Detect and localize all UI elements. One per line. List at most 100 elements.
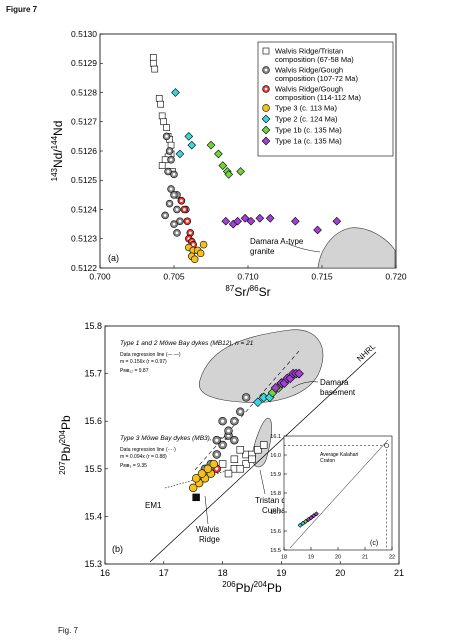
legend-entry-label: Type 2 (c. 124 Ma) (275, 115, 338, 124)
figure-caption: Fig. 7 (58, 626, 79, 635)
panel-b-point (188, 483, 198, 493)
damara-basement-leader (291, 381, 319, 389)
panel-a-ytick-label: 0.5127 (71, 117, 97, 127)
legend-box (257, 41, 394, 157)
panel-a-point (151, 65, 159, 73)
panel-b-point (192, 493, 200, 502)
panel-b-ytick-label: 15.7 (84, 369, 102, 379)
panel-c-xtick-label: 20 (335, 555, 341, 561)
legend-entry-label: Walvis Ridge/Tristan (275, 47, 343, 56)
panel-c-point (303, 518, 309, 525)
panel-c-frame (283, 435, 393, 551)
panel-a-point (160, 118, 167, 126)
panel-a-point (196, 249, 205, 258)
figure-label: Figure 7 (6, 5, 38, 14)
panel-c-ytick-label: 15.8 (270, 491, 281, 497)
panel-a-ytick-label: 0.5123 (71, 234, 97, 244)
panel-a-point (332, 216, 342, 226)
panel-a-ticks: 0.700 0.705 0.710 0.715 0.720 0.5122 0.5123 0.5… (71, 29, 407, 282)
panel-c-point (305, 517, 311, 523)
panel-c-points (284, 443, 389, 550)
nhrl-line (149, 351, 377, 563)
legend-marker-inner (264, 68, 268, 72)
panel-b-xtick-label: 17 (159, 568, 169, 578)
panel-a-point (149, 59, 157, 67)
panel-a-point (184, 132, 194, 141)
panel-a-point (161, 156, 169, 164)
panel-a-point (155, 95, 163, 102)
panel-a-xlabel: 87Sr/86Sr (225, 284, 270, 299)
panel-b-xtick-label: 20 (335, 568, 345, 578)
panel-a-point-inner (166, 170, 170, 173)
panel-a-point (190, 255, 199, 263)
panel-b-ytick-label: 15.4 (84, 511, 102, 521)
nhrl-label: NHRL (355, 342, 377, 364)
panel-c-ytick-label: 15.5 (270, 548, 281, 554)
walvis-leader (204, 495, 209, 525)
panel-b-frame (104, 325, 400, 565)
damara-granite-field (317, 227, 396, 269)
panel-a-ytick-label: 0.5129 (71, 58, 97, 68)
annotation-kalahari-2: Craton (320, 458, 335, 464)
annotation-mb12-p: Pᴍʙ₁₂ = 9.87 (120, 368, 149, 374)
annotation-mb12-slope: m = 0.156x (r = 0.97) (120, 359, 167, 365)
panel-a-point-inner (191, 243, 195, 246)
panel-a-point (313, 225, 322, 235)
legend-entry-label: Walvis Ridge/Gough (275, 85, 343, 94)
panel-b-xtick-label: 18 (218, 568, 228, 578)
panel-a-point-inner (175, 231, 179, 235)
panel-a-point (149, 54, 157, 61)
panel-a-chart: Damara A-type granite (a) 0.700 0.705 0.71… (50, 29, 407, 299)
panel-b-point (254, 446, 262, 454)
panel-b-point-inner (232, 419, 236, 423)
panel-c-point (311, 513, 317, 519)
panel-b-point (260, 441, 268, 449)
panel-a-point (224, 170, 234, 179)
panel-a-point (291, 216, 300, 226)
panel-a-ytick-label: 0.5128 (71, 87, 97, 97)
panel-a-ytick-label: 0.5126 (71, 146, 97, 156)
panel-b-xtick-label: 21 (394, 568, 404, 578)
legend-marker (261, 125, 271, 135)
panel-b-point (191, 474, 201, 483)
panel-b-point (209, 459, 218, 469)
panel-b-point (270, 383, 281, 393)
damara-leader-line (285, 242, 321, 253)
legend-entry-label: Walvis Ridge/Gough (275, 66, 343, 75)
panel-c-ytick-label: 16.0 (270, 453, 281, 459)
panel-b-label: (b) (112, 544, 123, 554)
annotation-walvis-2: Ridge (199, 535, 220, 544)
panel-c-ytick-label: 15.6 (270, 529, 281, 535)
panel-c-inset: 18 19 20 21 22 15.5 15.6 15.7 15.8 15.9 16.0 16.1 A… (270, 434, 395, 561)
legend-marker-inner (264, 87, 268, 91)
panel-a-point-inner (175, 208, 179, 211)
legend-entry-label: Type 3 (c. 113 Ma) (275, 104, 337, 113)
panel-a-point (218, 161, 228, 170)
panel-b-ytick-label: 15.5 (84, 464, 102, 474)
panel-b-point-inner (232, 438, 236, 442)
panel-b-point-inner (221, 443, 225, 447)
panel-a-point-inner (180, 199, 183, 203)
panel-a-ytick-label: 0.5130 (71, 29, 97, 39)
panel-a-point (214, 149, 223, 159)
panel-a-point (158, 162, 166, 169)
panel-a-point (167, 141, 175, 149)
regression-line-mb12 (194, 349, 301, 471)
panel-b-point-inner (244, 395, 248, 399)
panel-a-point (163, 124, 170, 131)
panel-b-point-inner (226, 429, 231, 433)
annotation-mb3-slope: m = 0.094x (r = 0.88) (120, 454, 167, 460)
panel-a-label: (a) (108, 253, 119, 263)
panel-a-point (199, 240, 208, 249)
panel-a-point (255, 213, 265, 223)
panel-a-ylabel: 143Nd/144Nd (50, 121, 65, 182)
panel-c-ticks: 18 19 20 21 22 15.5 15.6 15.7 15.8 15.9 16.0 16.1 (270, 434, 395, 561)
panel-a-point (236, 167, 245, 176)
legend-marker (261, 114, 271, 124)
panel-a-point-inner (172, 173, 176, 176)
annotation-tristan-1: Tristan da (255, 496, 291, 505)
panel-a-point (157, 100, 164, 108)
panel-b-ticks: 16 17 18 19 20 21 15.3 15.4 15.5 15.6 15.7 15.8 (84, 321, 404, 578)
panel-a-ytick-label: 0.5125 (71, 175, 97, 185)
